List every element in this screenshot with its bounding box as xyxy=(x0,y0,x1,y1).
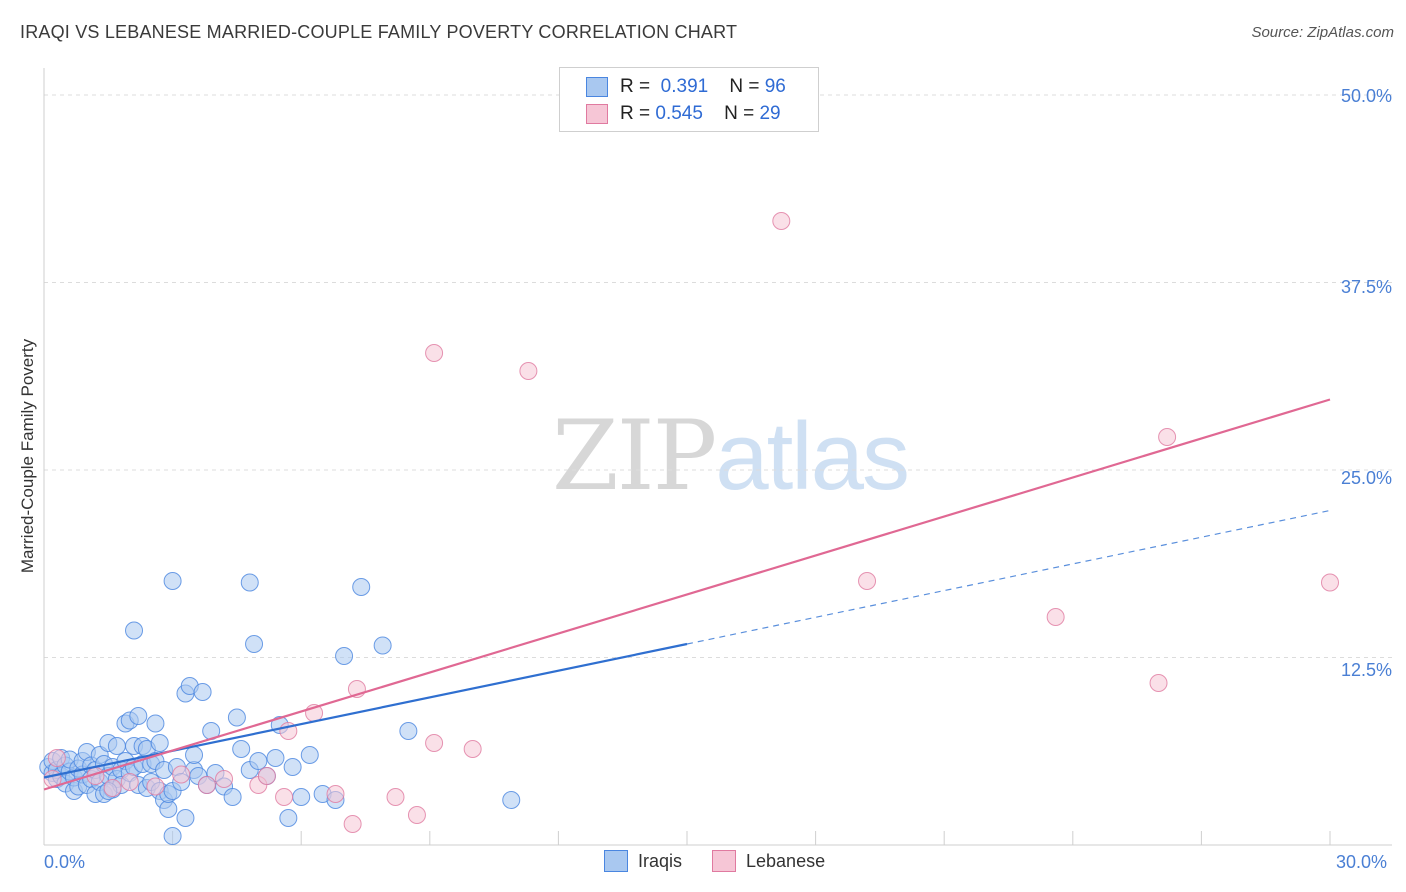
iraqi-point xyxy=(232,740,251,758)
lebanese-trend-line xyxy=(43,398,1331,791)
n-value: 96 xyxy=(764,76,786,97)
iraqi-point xyxy=(292,788,311,806)
legend-item-iraqis[interactable]: Iraqis xyxy=(604,850,682,872)
legend-label-lebanese: Lebanese xyxy=(746,850,826,871)
iraqi-trend-line xyxy=(43,642,688,779)
iraqi-point xyxy=(107,737,126,755)
lebanese-point xyxy=(47,749,66,767)
iraqi-point xyxy=(223,788,242,806)
lebanese-swatch xyxy=(712,850,737,872)
lebanese-point xyxy=(463,740,482,758)
r-label: R = xyxy=(620,103,651,124)
iraqi-point xyxy=(193,683,212,701)
y-tick-label: 37.5% xyxy=(1340,277,1392,297)
watermark-atlas: atlas xyxy=(715,403,910,510)
iraqi-point xyxy=(129,707,148,725)
lebanese-point xyxy=(1321,573,1339,592)
iraqis-swatch xyxy=(604,850,628,872)
legend-label-iraqis: Iraqis xyxy=(638,850,683,871)
legend-row-lebanese: R = 0.545 N = 29 xyxy=(586,101,781,127)
iraqi-point xyxy=(163,827,182,845)
lebanese-point xyxy=(1158,428,1177,446)
iraqi-point xyxy=(245,635,264,653)
lebanese-point xyxy=(1046,608,1065,626)
iraqi-trend-extension xyxy=(686,509,1331,645)
lebanese-point xyxy=(172,765,191,784)
iraqi-point xyxy=(146,714,165,733)
lebanese-point xyxy=(197,776,216,794)
iraqi-point xyxy=(159,800,178,818)
lebanese-point xyxy=(772,212,791,230)
lebanese-point xyxy=(858,572,877,590)
watermark: ZIPatlas xyxy=(552,400,910,512)
lebanese-point xyxy=(386,788,405,806)
lebanese-point xyxy=(343,815,362,833)
n-label: N = xyxy=(724,103,755,124)
iraqi-point xyxy=(150,734,169,752)
iraqi-point xyxy=(300,746,319,764)
y-tick-label: 25.0% xyxy=(1340,468,1392,488)
lebanese-point xyxy=(275,788,294,806)
n-value: 29 xyxy=(759,103,781,124)
iraqi-point xyxy=(125,621,144,640)
iraqi-point xyxy=(279,809,298,827)
lebanese-point xyxy=(425,734,444,752)
lebanese-point xyxy=(146,777,165,796)
r-value: 0.545 xyxy=(655,103,703,124)
iraqi-point xyxy=(266,749,285,767)
iraqi-point xyxy=(502,791,521,809)
iraqi-point xyxy=(352,578,371,596)
iraqi-point xyxy=(185,746,204,764)
iraqi-swatch xyxy=(586,77,608,97)
lebanese-point xyxy=(326,785,345,803)
iraqi-point xyxy=(373,636,392,655)
lebanese-point xyxy=(120,773,139,791)
n-label: N = xyxy=(729,76,760,97)
watermark-zip: ZIP xyxy=(552,400,717,512)
lebanese-point xyxy=(257,767,276,785)
lebanese-point xyxy=(519,362,538,380)
iraqi-point xyxy=(249,752,268,770)
r-label: R = xyxy=(620,76,651,97)
series-legend: Iraqis Lebanese xyxy=(604,850,855,872)
iraqi-point xyxy=(227,708,246,727)
iraqi-point xyxy=(163,572,182,590)
y-tick-label: 50.0% xyxy=(1340,86,1392,106)
iraqi-point xyxy=(176,809,195,827)
iraqi-point xyxy=(240,573,259,592)
y-tick-label: 12.5% xyxy=(1340,660,1392,680)
legend-item-lebanese[interactable]: Lebanese xyxy=(712,850,825,872)
iraqi-point xyxy=(283,758,302,776)
lebanese-swatch xyxy=(586,104,608,124)
r-value: 0.391 xyxy=(660,76,709,97)
x-tick-label: 0.0% xyxy=(44,852,86,872)
source-label: Source: ZipAtlas.com xyxy=(1251,24,1394,41)
correlation-legend: R = 0.391 N = 96 R = 0.545 N = 29 xyxy=(559,67,819,132)
lebanese-point xyxy=(215,770,234,788)
x-tick-label: 30.0% xyxy=(1336,852,1388,872)
legend-row-iraqi: R = 0.391 N = 96 xyxy=(586,74,786,100)
lebanese-point xyxy=(1149,674,1168,692)
iraqi-point xyxy=(335,647,354,665)
lebanese-point xyxy=(103,779,122,797)
lebanese-point xyxy=(407,806,426,824)
iraqi-point xyxy=(399,722,418,740)
chart-title: IRAQI VS LEBANESE MARRIED-COUPLE FAMILY … xyxy=(20,22,738,42)
lebanese-point xyxy=(425,344,444,362)
